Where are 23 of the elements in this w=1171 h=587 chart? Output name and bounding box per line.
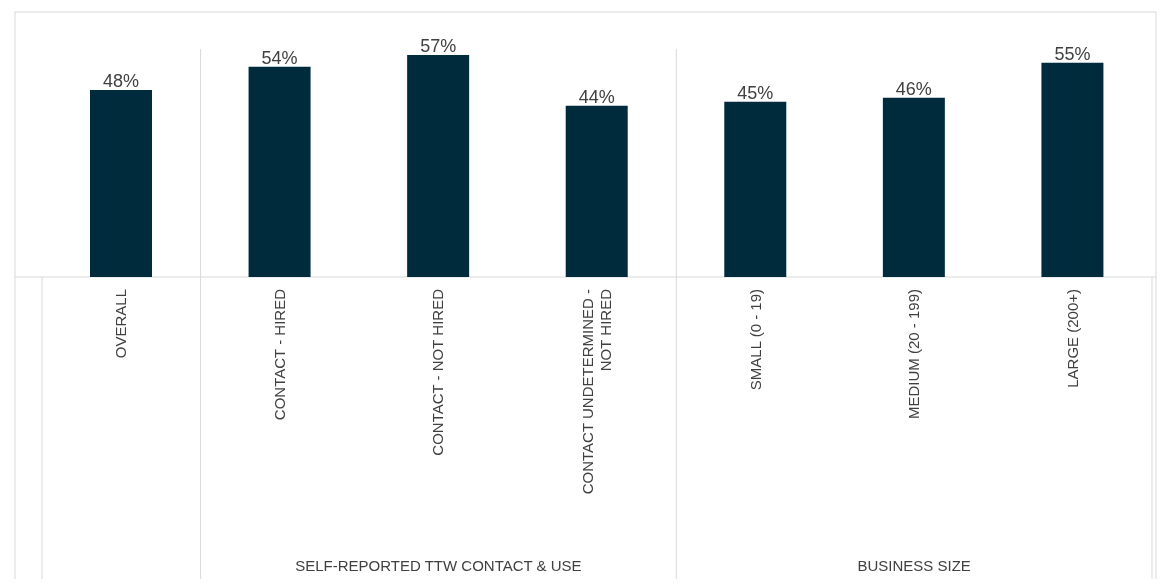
data-label: 48% bbox=[102, 71, 140, 92]
data-label: 55% bbox=[1054, 43, 1091, 64]
x-tick-label: OVERALL bbox=[112, 289, 130, 359]
x-tick-label: SMALL (0 - 19) bbox=[746, 289, 764, 391]
text: SELF-REPORTED TTW CONTACT & USE bbox=[295, 557, 582, 574]
data-label: 54% bbox=[261, 47, 298, 68]
data-label: 44% bbox=[578, 86, 615, 107]
bar bbox=[565, 105, 628, 277]
text: BUSINESS SIZE bbox=[857, 557, 971, 574]
x-tick-label: CONTACT - HIRED bbox=[270, 288, 288, 421]
data-label: 57% bbox=[420, 36, 457, 56]
bar bbox=[248, 66, 311, 277]
data-label: 46% bbox=[895, 78, 932, 99]
data-label: 45% bbox=[737, 82, 774, 103]
x-tick-label: CONTACT UNDETERMINED - NOT HIRED bbox=[579, 288, 614, 495]
bar bbox=[407, 55, 470, 277]
x-tick-label: LARGE (200+) bbox=[1063, 289, 1081, 388]
bar bbox=[882, 97, 945, 277]
x-tick-label: MEDIUM (20 - 199) bbox=[905, 289, 923, 420]
bar bbox=[1041, 62, 1104, 277]
bar bbox=[90, 90, 152, 277]
x-tick-label: CONTACT - NOT HIRED bbox=[429, 288, 447, 456]
bar bbox=[724, 101, 787, 277]
